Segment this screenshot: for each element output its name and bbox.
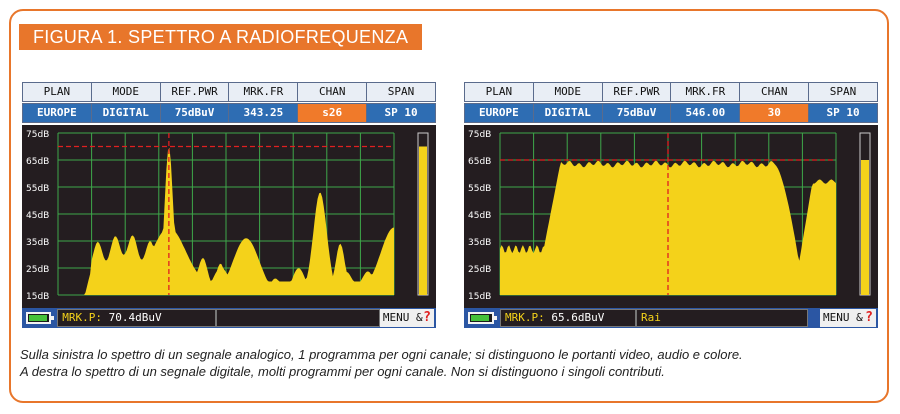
header-label-chan: CHAN — [298, 82, 368, 102]
y-tick-label: 65dB — [26, 157, 49, 167]
y-tick-label: 15dB — [468, 292, 491, 302]
plan-value[interactable]: EUROPE — [22, 103, 92, 123]
analyzer-panel-analog: PLAN MODE REF.PWR MRK.FR CHAN SPAN EUROP… — [22, 82, 436, 330]
header-values-row: EUROPE DIGITAL 75dBuV 546.00 30 SP 10 — [464, 103, 878, 123]
spectrum-trace — [58, 148, 394, 295]
mrk-fr-value[interactable]: 546.00 — [671, 103, 741, 123]
header-label-plan: PLAN — [464, 82, 534, 102]
figure-frame — [9, 9, 889, 403]
header-label-ref-pwr: REF.PWR — [160, 82, 230, 102]
status-bar: MRK.P: 65.6dBuV Rai MENU & ? — [464, 308, 878, 328]
ref-pwr-value[interactable]: 75dBuV — [160, 103, 230, 123]
y-tick-label: 25dB — [468, 265, 491, 275]
spectrum-plot: 75dB 65dB 55dB 45dB 35dB 25dB 15dB — [468, 130, 871, 302]
level-bar-fill — [861, 160, 869, 295]
status-bar: MRK.P: 70.4dBuV MENU & ? — [22, 308, 436, 328]
header-label-mrk-fr: MRK.FR — [229, 82, 299, 102]
header-label-span: SPAN — [809, 82, 878, 102]
menu-label: MENU — [823, 311, 850, 324]
y-tick-label: 35dB — [26, 238, 49, 248]
marker-power-label: MRK.P: — [62, 311, 102, 324]
menu-label: MENU — [382, 311, 410, 324]
header-label-chan: CHAN — [740, 82, 810, 102]
y-tick-label: 45dB — [468, 211, 491, 221]
mrk-fr-value[interactable]: 343.25 — [229, 103, 299, 123]
header-labels-row: PLAN MODE REF.PWR MRK.FR CHAN SPAN — [22, 82, 436, 102]
analyzer-panel-digital: PLAN MODE REF.PWR MRK.FR CHAN SPAN EUROP… — [464, 82, 878, 330]
y-tick-label: 35dB — [468, 238, 491, 248]
menu-ampersand-icon: & — [856, 311, 863, 324]
y-tick-label: 45dB — [26, 211, 49, 221]
header-label-span: SPAN — [367, 82, 436, 102]
header-label-mrk-fr: MRK.FR — [671, 82, 741, 102]
battery-icon — [468, 312, 497, 324]
y-tick-label: 65dB — [468, 157, 491, 167]
help-icon[interactable]: ? — [865, 310, 873, 325]
caption-line-1: Sulla sinistra lo spettro di un segnale … — [20, 347, 743, 362]
help-icon[interactable]: ? — [423, 310, 431, 325]
menu-button[interactable]: MENU & ? — [820, 309, 876, 327]
y-tick-label: 75dB — [26, 130, 49, 140]
caption-line-2: A destra lo spettro di un segnale digita… — [20, 364, 665, 379]
header-values-row: EUROPE DIGITAL 75dBuV 343.25 s26 SP 10 — [22, 103, 436, 123]
header-label-mode: MODE — [533, 82, 603, 102]
y-tick-label: 25dB — [26, 265, 49, 275]
marker-power-value: 65.6dBuV — [551, 311, 605, 324]
span-value[interactable]: SP 10 — [809, 103, 878, 123]
figure-caption: Sulla sinistra lo spettro di un segnale … — [20, 346, 880, 380]
header-label-mode: MODE — [91, 82, 161, 102]
marker-power-readout: MRK.P: 65.6dBuV — [500, 309, 636, 327]
program-name-field: Rai — [636, 309, 808, 327]
marker-power-value: 70.4dBuV — [108, 311, 162, 324]
mode-value[interactable]: DIGITAL — [91, 103, 161, 123]
header-label-ref-pwr: REF.PWR — [602, 82, 672, 102]
marker-power-label: MRK.P: — [505, 311, 545, 324]
spectrum-plot: 75dB 65dB 55dB 45dB 35dB 25dB 15dB — [26, 130, 429, 302]
y-tick-label: 75dB — [468, 130, 491, 140]
spectrum-screen: 75dB 65dB 55dB 45dB 35dB 25dB 15dB — [464, 125, 878, 308]
program-name: Rai — [641, 311, 661, 324]
header-labels-row: PLAN MODE REF.PWR MRK.FR CHAN SPAN — [464, 82, 878, 102]
spectrum-trace — [500, 160, 836, 295]
plan-value[interactable]: EUROPE — [464, 103, 534, 123]
figure-title: FIGURA 1. SPETTRO A RADIOFREQUENZA — [19, 24, 423, 50]
menu-ampersand-icon: & — [416, 311, 423, 324]
span-value[interactable]: SP 10 — [367, 103, 436, 123]
chan-value[interactable]: s26 — [298, 103, 368, 123]
menu-button[interactable]: MENU & ? — [379, 309, 434, 327]
chan-value[interactable]: 30 — [740, 103, 810, 123]
marker-power-readout: MRK.P: 70.4dBuV — [57, 309, 216, 327]
y-tick-label: 55dB — [468, 184, 491, 194]
header-label-plan: PLAN — [22, 82, 92, 102]
ref-pwr-value[interactable]: 75dBuV — [602, 103, 672, 123]
y-tick-label: 55dB — [26, 184, 49, 194]
mode-value[interactable]: DIGITAL — [533, 103, 603, 123]
y-tick-label: 15dB — [26, 292, 49, 302]
spectrum-screen: 75dB 65dB 55dB 45dB 35dB 25dB 15dB — [22, 125, 436, 308]
battery-icon — [26, 312, 55, 324]
level-bar-fill — [419, 146, 427, 295]
program-name-field — [215, 309, 380, 327]
